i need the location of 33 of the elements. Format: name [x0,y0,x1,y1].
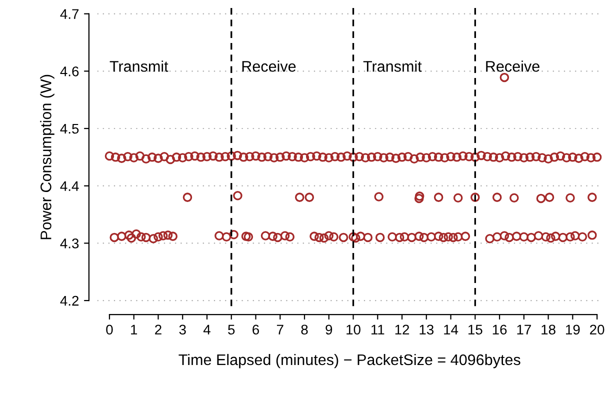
annotation: Receive [242,60,296,72]
y-axis-title: Power Consumption (W) [40,74,54,240]
x-tick-label: 9 [326,324,332,335]
x-tick-label: 8 [301,324,308,335]
x-tick-label: 1 [131,324,138,334]
x-tick-label: 2 [155,324,162,334]
x-tick-label: 20 [590,324,604,335]
y-tick-label: 4.2 [60,296,79,306]
x-tick-label: 14 [444,324,458,334]
x-tick-label: 17 [517,324,531,334]
annotation: Receive [486,60,540,72]
x-tick-label: 12 [395,324,410,334]
x-tick-label: 18 [542,324,556,335]
x-tick-label: 3 [179,324,186,335]
y-tick-label: 4.3 [60,238,79,248]
y-tick-label: 4.4 [60,181,79,191]
x-tick-label: 4 [203,324,210,334]
x-tick-label: 16 [492,324,507,335]
x-tick-label: 15 [468,324,482,335]
y-tick-label: 4.7 [60,9,79,19]
y-tick-label: 4.6 [60,66,79,76]
x-tick-label: 5 [228,324,235,335]
annotation: Transmit [363,60,422,72]
x-tick-label: 6 [252,324,259,335]
x-tick-label: 19 [566,324,580,335]
x-tick-label: 11 [371,324,384,334]
x-tick-label: 13 [420,324,434,335]
x-tick-label: 7 [276,324,284,334]
x-axis-title: Time Elapsed (minutes) − PacketSize = 4096bytes [178,354,520,368]
x-tick-label: 10 [346,324,360,335]
x-tick-label: 0 [106,324,113,335]
annotation: Transmit [110,60,168,72]
y-tick-label: 4.5 [60,124,79,134]
